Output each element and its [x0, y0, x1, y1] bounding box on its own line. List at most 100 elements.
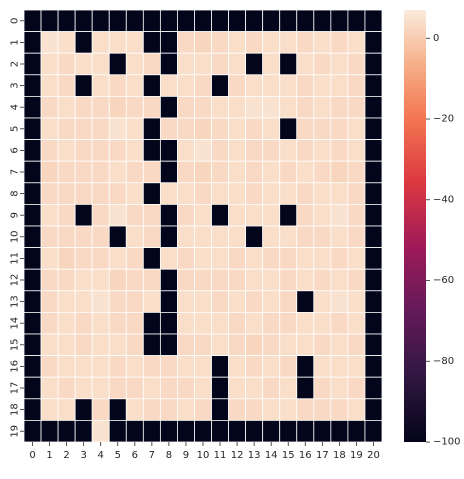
heatmap-cell-16-9 — [177, 355, 195, 378]
x-tick-label: 14 — [265, 450, 278, 461]
heatmap-cell-13-3 — [74, 290, 93, 313]
heatmap-cell-10-13 — [245, 225, 264, 249]
x-tick-label: 11 — [214, 450, 227, 461]
y-tick-label: 17 — [10, 382, 21, 395]
heatmap-cell-1-7 — [142, 31, 161, 54]
heatmap-cell-18-14 — [262, 398, 281, 421]
heatmap-cell-18-4 — [91, 398, 110, 421]
heatmap-cell-15-6 — [125, 333, 144, 357]
x-tick-label: 4 — [98, 450, 104, 461]
x-tick-label: 3 — [80, 450, 86, 461]
heatmap-cell-11-4 — [91, 247, 110, 270]
heatmap-cell-5-5 — [108, 117, 127, 141]
heatmap-cell-12-4 — [91, 268, 110, 292]
heatmap-cell-14-13 — [245, 311, 264, 335]
heatmap-cell-15-2 — [57, 333, 76, 357]
x-tick-label: 6 — [132, 450, 138, 461]
heatmap-cell-19-5 — [108, 419, 127, 443]
heatmap-cell-5-9 — [177, 117, 195, 141]
heatmap-cell-6-11 — [211, 139, 229, 162]
heatmap-cell-15-1 — [40, 333, 59, 357]
heatmap-cell-9-4 — [91, 203, 110, 227]
heatmap-cell-13-6 — [125, 290, 144, 313]
heatmap-cell-3-19 — [347, 74, 366, 97]
heatmap-cell-19-16 — [296, 419, 315, 443]
heatmap-cell-16-8 — [159, 355, 178, 378]
heatmap-cell-2-7 — [142, 52, 161, 76]
heatmap-cell-12-18 — [330, 268, 349, 292]
heatmap-cell-9-13 — [245, 203, 264, 227]
heatmap-cell-11-2 — [57, 247, 76, 270]
heatmap-cell-0-18 — [330, 9, 349, 33]
heatmap-cell-4-18 — [330, 96, 349, 119]
heatmap-cell-11-16 — [296, 247, 315, 270]
heatmap-cell-12-3 — [74, 268, 93, 292]
heatmap-cell-14-14 — [262, 311, 281, 335]
heatmap-cell-15-16 — [296, 333, 315, 357]
heatmap-cell-2-20 — [364, 52, 383, 76]
heatmap-cell-8-8 — [159, 182, 178, 205]
heatmap-cell-0-13 — [245, 9, 264, 33]
heatmap-cells — [23, 9, 383, 443]
heatmap-cell-12-11 — [211, 268, 229, 292]
x-tick-label: 2 — [63, 450, 69, 461]
heatmap-cell-11-10 — [194, 247, 212, 270]
colorbar-axis: 0 −20 −40 −60 −80 −100 — [426, 33, 460, 448]
x-tick-label: 10 — [197, 450, 210, 461]
heatmap-cell-7-18 — [330, 160, 349, 184]
heatmap-cell-18-12 — [228, 398, 247, 421]
heatmap-cell-6-3 — [74, 139, 93, 162]
heatmap-cell-9-15 — [279, 203, 298, 227]
heatmap-cell-15-4 — [91, 333, 110, 357]
heatmap-cell-15-8 — [159, 333, 178, 357]
colorbar-tick-label: −40 — [433, 194, 454, 205]
heatmap-cell-5-6 — [125, 117, 144, 141]
heatmap-cell-3-6 — [125, 74, 144, 97]
heatmap-cell-16-14 — [262, 355, 281, 378]
heatmap-cell-18-5 — [108, 398, 127, 421]
heatmap-cell-1-14 — [262, 31, 281, 54]
heatmap-cell-10-16 — [296, 225, 315, 249]
heatmap-cell-1-11 — [211, 31, 229, 54]
heatmap-cell-0-0 — [23, 9, 42, 33]
heatmap-cell-16-10 — [194, 355, 212, 378]
heatmap-cell-2-3 — [74, 52, 93, 76]
heatmap-cell-17-2 — [57, 376, 76, 400]
heatmap-cell-7-1 — [40, 160, 59, 184]
heatmap-cell-8-9 — [177, 182, 195, 205]
heatmap-cell-11-18 — [330, 247, 349, 270]
heatmap-cell-13-18 — [330, 290, 349, 313]
y-tick-label: 0 — [10, 18, 21, 24]
y-tick-label: 13 — [10, 295, 21, 308]
heatmap-cell-0-8 — [159, 9, 178, 33]
heatmap-cell-16-20 — [364, 355, 383, 378]
heatmap-cell-14-17 — [313, 311, 332, 335]
heatmap-cell-1-13 — [245, 31, 264, 54]
heatmap-cell-11-13 — [245, 247, 264, 270]
heatmap-cell-4-6 — [125, 96, 144, 119]
heatmap-cell-13-9 — [177, 290, 195, 313]
heatmap-cell-1-19 — [347, 31, 366, 54]
heatmap-cell-7-0 — [23, 160, 42, 184]
heatmap-cell-9-6 — [125, 203, 144, 227]
heatmap-cell-0-14 — [262, 9, 281, 33]
heatmap-cell-12-20 — [364, 268, 383, 292]
heatmap-cell-8-19 — [347, 182, 366, 205]
heatmap-cell-9-3 — [74, 203, 93, 227]
heatmap-cell-10-10 — [194, 225, 212, 249]
heatmap-cell-11-7 — [142, 247, 161, 270]
heatmap-cell-17-11 — [211, 376, 229, 400]
heatmap-cell-14-19 — [347, 311, 366, 335]
heatmap-cell-13-7 — [142, 290, 161, 313]
colorbar-tick-label: −100 — [433, 437, 460, 448]
heatmap-cell-0-6 — [125, 9, 144, 33]
heatmap-cell-0-2 — [57, 9, 76, 33]
heatmap-cell-6-6 — [125, 139, 144, 162]
heatmap-cell-6-1 — [40, 139, 59, 162]
heatmap-cell-18-7 — [142, 398, 161, 421]
heatmap-cell-13-0 — [23, 290, 42, 313]
heatmap-cell-17-8 — [159, 376, 178, 400]
colorbar — [404, 10, 426, 442]
heatmap-cell-13-20 — [364, 290, 383, 313]
heatmap-cell-4-14 — [262, 96, 281, 119]
